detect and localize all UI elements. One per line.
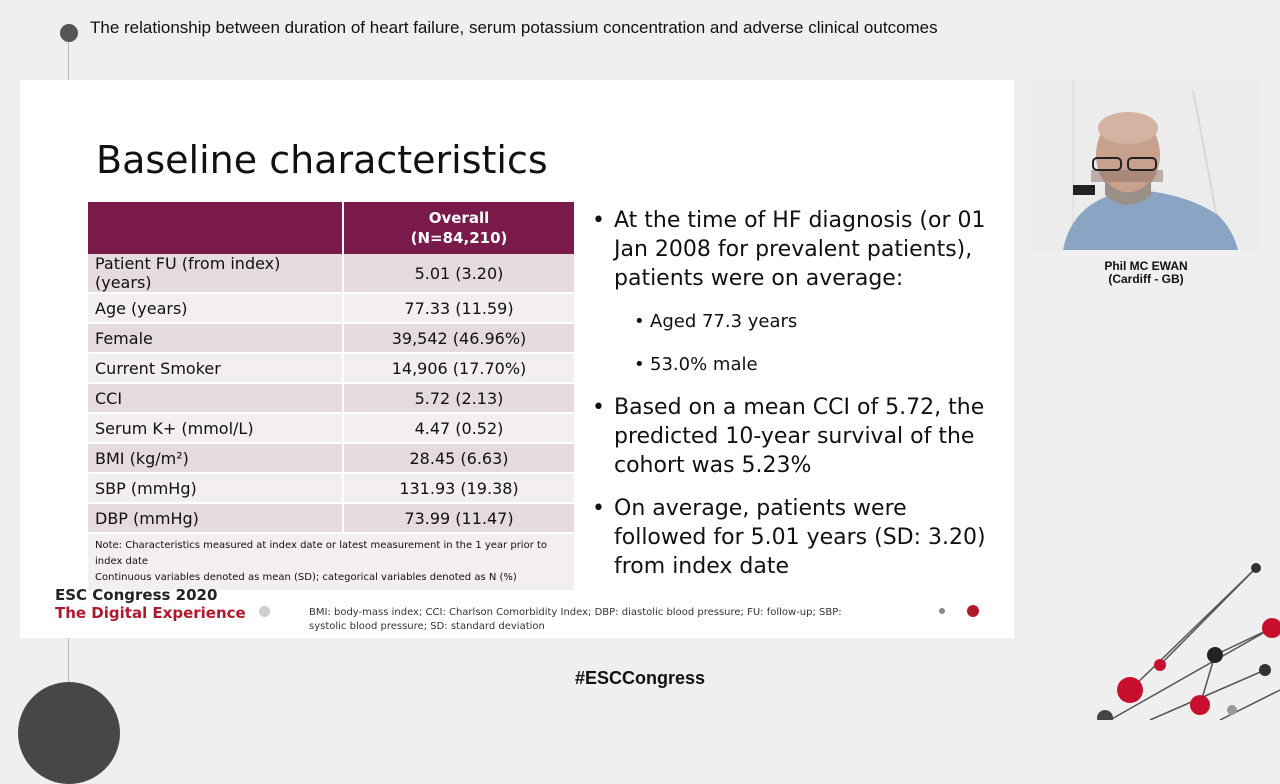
sub-bullet-2: 53.0% male: [592, 350, 992, 379]
row-label: SBP (mmHg): [88, 473, 343, 504]
table-row: Age (years) 77.33 (11.59): [88, 293, 574, 324]
logo-line-1: ESC Congress 2020: [55, 586, 218, 604]
presentation-slide: Baseline characteristics Overall (N=84,2…: [20, 80, 1014, 638]
table-header-label: [88, 202, 344, 254]
table-note-row: Note: Characteristics measured at index …: [88, 533, 574, 592]
bullet-1: At the time of HF diagnosis (or 01 Jan 2…: [592, 206, 992, 293]
row-label: BMI (kg/m²): [88, 443, 343, 474]
note-line-1: Note: Characteristics measured at index …: [95, 540, 548, 567]
note-line-2: Continuous variables denoted as mean (SD…: [95, 572, 517, 583]
bullet-3: On average, patients were followed for 5…: [592, 494, 992, 581]
bullet-2: Based on a mean CCI of 5.72, the predict…: [592, 393, 992, 480]
table-header-overall: Overall (N=84,210): [343, 202, 574, 254]
speaker-caption: Phil MC EWAN (Cardiff - GB): [1033, 260, 1259, 286]
row-value: 4.47 (0.52): [342, 413, 574, 444]
session-title: The relationship between duration of hea…: [90, 18, 938, 37]
table-note: Note: Characteristics measured at index …: [88, 533, 574, 592]
row-label: CCI: [88, 383, 343, 414]
timeline-dot: [60, 24, 78, 42]
molecule-graphic-icon: [1097, 563, 1280, 720]
timeline-line: [68, 42, 69, 82]
row-value: 14,906 (17.70%): [342, 353, 574, 384]
table-row: BMI (kg/m²) 28.45 (6.63): [88, 443, 574, 474]
row-label: Female: [88, 323, 343, 354]
slide-footnote: BMI: body-mass index; CCI: Charlson Como…: [309, 607, 842, 632]
speaker-name: Phil MC EWAN: [1104, 259, 1188, 273]
row-label: Current Smoker: [88, 353, 343, 384]
decorative-circle-icon: [18, 682, 120, 784]
logo-line-2: The Digital Experience: [55, 604, 246, 622]
red-dot-icon: [967, 605, 979, 617]
row-value: 77.33 (11.59): [342, 293, 574, 324]
table-row: Current Smoker 14,906 (17.70%): [88, 353, 574, 384]
row-value: 28.45 (6.63): [342, 443, 574, 474]
table-row: SBP (mmHg) 131.93 (19.38): [88, 473, 574, 504]
sub-bullet-1: Aged 77.3 years: [592, 307, 992, 336]
row-value: 131.93 (19.38): [342, 473, 574, 504]
table-row: CCI 5.72 (2.13): [88, 383, 574, 414]
header-col-n: (N=84,210): [410, 229, 508, 247]
table-row: Female 39,542 (46.96%): [88, 323, 574, 354]
header-col-title: Overall: [428, 209, 490, 227]
row-label: Age (years): [88, 293, 343, 324]
bullet-list: At the time of HF diagnosis (or 01 Jan 2…: [592, 206, 992, 595]
row-value: 5.01 (3.20): [342, 254, 574, 294]
table-row: DBP (mmHg) 73.99 (11.47): [88, 503, 574, 534]
table-row: Serum K+ (mmol/L) 4.47 (0.52): [88, 413, 574, 444]
row-label: DBP (mmHg): [88, 503, 343, 534]
row-label: Patient FU (from index) (years): [88, 254, 343, 294]
slide-title: Baseline characteristics: [96, 138, 548, 182]
row-value: 39,542 (46.96%): [342, 323, 574, 354]
baseline-table: Overall (N=84,210) Patient FU (from inde…: [88, 202, 574, 592]
timeline-line-bottom: [68, 638, 69, 688]
hashtag: #ESCCongress: [574, 668, 706, 688]
table-header-row: Overall (N=84,210): [88, 202, 574, 254]
small-dot-icon: [939, 608, 945, 614]
speaker-silhouette-icon: [1033, 80, 1259, 250]
row-value: 5.72 (2.13): [342, 383, 574, 414]
row-value: 73.99 (11.47): [342, 503, 574, 534]
table-row: Patient FU (from index) (years) 5.01 (3.2…: [88, 254, 574, 294]
speaker-video: [1033, 80, 1259, 250]
speaker-affiliation: (Cardiff - GB): [1108, 272, 1184, 286]
esc-congress-logo: ESC Congress 2020 The Digital Experience: [55, 586, 246, 622]
row-label: Serum K+ (mmol/L): [88, 413, 343, 444]
grey-dot-icon: [259, 606, 270, 617]
